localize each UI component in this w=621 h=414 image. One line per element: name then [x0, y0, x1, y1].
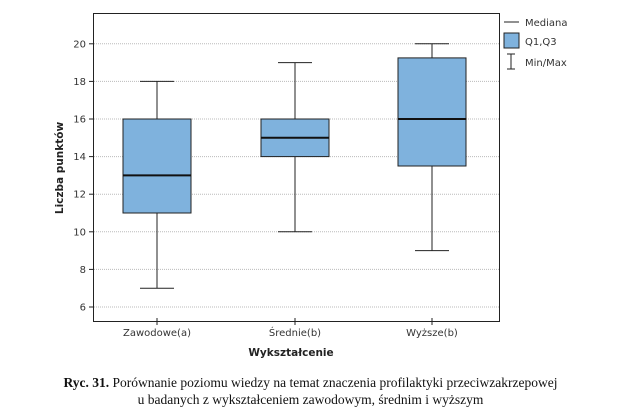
plot-frame: [93, 13, 500, 322]
y-tick-label: 14: [73, 152, 86, 163]
legend-median-label: Mediana: [525, 18, 568, 29]
x-axis-label: Wykształcenie: [248, 347, 333, 359]
y-axis-label: Liczba punktów: [54, 122, 66, 215]
caption-line2: u badanych z wykształceniem zawodowym, ś…: [137, 392, 484, 407]
caption-text: Porównanie poziomu wiedzy na temat znacz…: [109, 375, 558, 390]
legend-q-swatch: [503, 32, 520, 49]
y-tick-label: 16: [73, 115, 86, 126]
legend: Mediana Q1,Q3 Min/Max: [503, 18, 568, 70]
x-tick-label: Średnie(b): [269, 326, 321, 339]
x-tick-label: Wyższe(b): [406, 328, 458, 339]
y-tick-label: 18: [73, 77, 86, 88]
figure-caption: Ryc. 31. Porównanie poziomu wiedzy na te…: [0, 374, 621, 408]
y-tick-label: 8: [80, 265, 86, 276]
y-tick-label: 10: [73, 227, 86, 238]
boxplot-chart: 6 8 10 12 14 16 18 20 Zawodowe(a) Średnie(b) Wyższ…: [54, 13, 568, 359]
legend-minmax-label: Min/Max: [525, 58, 567, 69]
legend-q-label: Q1,Q3: [525, 37, 557, 48]
x-tick-label: Zawodowe(a): [123, 328, 191, 339]
iqr-box: [122, 118, 192, 214]
caption-label: Ryc. 31.: [63, 375, 110, 390]
legend-minmax-swatch: [507, 53, 515, 70]
y-tick-label: 20: [73, 39, 86, 50]
y-tick-label: 12: [73, 190, 86, 201]
y-tick-label: 6: [80, 303, 86, 314]
iqr-box: [397, 57, 467, 167]
